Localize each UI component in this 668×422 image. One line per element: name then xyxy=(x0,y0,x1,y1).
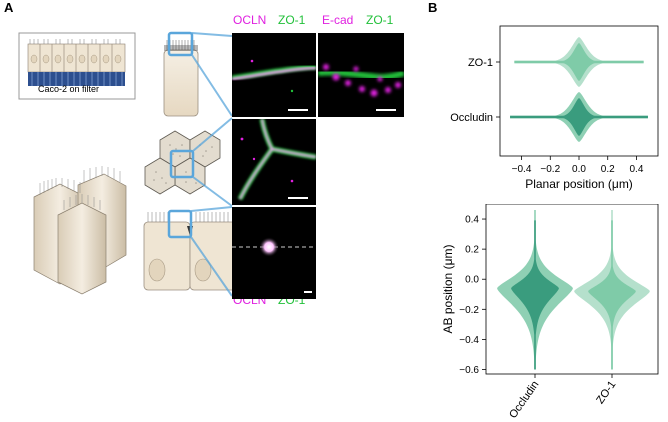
y-tick-label: −0.4 xyxy=(459,335,479,346)
side-view-cells xyxy=(143,212,237,291)
scale-bar xyxy=(288,109,308,111)
cell-illustrations xyxy=(18,31,237,297)
columnar-cells-3d xyxy=(33,173,127,295)
y-tick-label: 0.2 xyxy=(465,245,479,256)
x-tick-label: −0.2 xyxy=(540,164,560,175)
x-tick-label: 0.2 xyxy=(601,164,615,175)
highlight-boxes xyxy=(167,31,195,239)
category-label: Occludin xyxy=(450,112,493,124)
y-axis-label: AB position (μm) xyxy=(441,245,455,334)
micrograph-ocln-zo1-side xyxy=(231,33,317,117)
stain-label-ocln: OCLN xyxy=(233,13,267,27)
micrograph-ecad-zo1 xyxy=(317,33,405,117)
panel-letter-a: A xyxy=(4,0,14,15)
category-label: ZO-1 xyxy=(594,379,618,406)
violin-inner-occludin xyxy=(511,220,559,370)
hexagon-illustration xyxy=(144,130,221,195)
micrograph-ocln-zo1-apical xyxy=(232,118,317,205)
filter-inset xyxy=(18,32,136,100)
y-tick-label: 0.0 xyxy=(465,275,479,286)
stain-label-zo1-2: ZO-1 xyxy=(366,13,394,27)
y-tick-label: −0.2 xyxy=(459,305,479,316)
y-tick-label: −0.6 xyxy=(459,365,479,376)
category-label: Occludin xyxy=(507,379,541,420)
panel-letter-b: B xyxy=(428,0,438,15)
x-tick-label: 0.0 xyxy=(572,164,586,175)
scale-bar xyxy=(376,109,396,111)
violin-inner-zo-1 xyxy=(514,43,644,81)
y-tick-label: 0.4 xyxy=(465,215,479,226)
stain-label-ecad: E-cad xyxy=(322,13,354,27)
category-label: ZO-1 xyxy=(468,57,493,69)
zoom-lines xyxy=(190,32,233,297)
micrograph-ocln-zo1-xz xyxy=(232,207,316,299)
chart-planar-position: ZO-1 Occludin −0.4 −0.2 0.0 0.2 0.4 Planar posi… xyxy=(450,25,659,191)
x-tick-label: −0.4 xyxy=(512,164,532,175)
scale-bar xyxy=(288,197,308,199)
single-cell-illustration xyxy=(163,40,199,117)
stain-label-zo1: ZO-1 xyxy=(278,13,306,27)
scale-bar xyxy=(304,291,312,293)
violin-inner-occludin xyxy=(510,98,648,136)
filter-caption: Caco-2 on filter xyxy=(38,84,100,94)
violin-inner-zo-1 xyxy=(588,220,636,370)
plot-frame xyxy=(485,204,659,375)
x-tick-label: 0.4 xyxy=(630,164,644,175)
x-axis-label: Planar position (μm) xyxy=(525,177,633,191)
chart-ab-position: Occludin ZO-1 0.4 0.2 0.0 −0.2 −0.4 −0.6 AB posi… xyxy=(441,204,659,420)
